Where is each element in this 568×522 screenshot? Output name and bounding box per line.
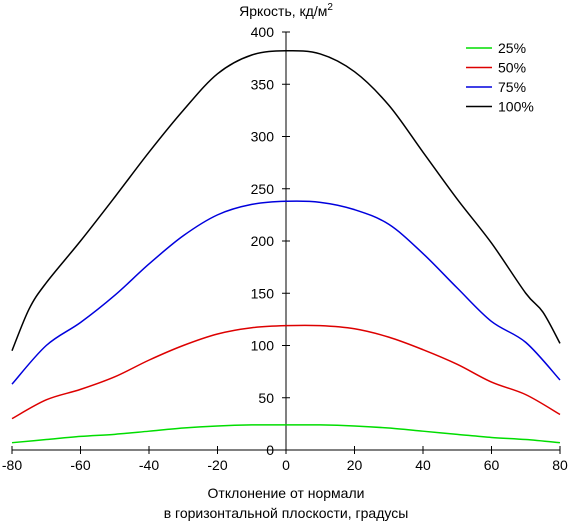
y-axis-title-text: Яркость, кд/м: [239, 3, 327, 19]
x-tick-label: -80: [2, 457, 22, 473]
y-tick-label: 200: [251, 233, 275, 249]
y-tick-label: 100: [251, 338, 275, 354]
x-tick-label: 60: [484, 457, 500, 473]
legend-label: 75%: [498, 79, 526, 95]
series-line-25pct: [11, 424, 561, 444]
x-tick-label: 80: [552, 457, 568, 473]
legend-label: 50%: [498, 60, 526, 76]
x-tick-label: 0: [282, 457, 290, 473]
x-tick-label: -40: [139, 457, 159, 473]
y-tick-label: 350: [251, 76, 275, 92]
legend-label: 25%: [498, 40, 526, 56]
series-line-100pct: [11, 49, 561, 352]
x-tick-label: 20: [347, 457, 363, 473]
x-tick-label: -60: [70, 457, 90, 473]
series-line-75pct: [11, 200, 561, 385]
series-layer: [11, 49, 561, 444]
x-axis-title-line1: Отклонение от нормали: [208, 485, 365, 501]
x-tick-label: 40: [415, 457, 431, 473]
legend: 25% 50% 75% 100%: [466, 40, 534, 115]
y-tick-label: 400: [251, 24, 275, 40]
legend-label: 100%: [498, 99, 534, 115]
y-tick-label: 50: [258, 390, 274, 406]
y-tick-label: 0: [266, 442, 274, 458]
y-tick-label: 250: [251, 181, 275, 197]
y-tick-label: 300: [251, 129, 275, 145]
axes: -80 -60 -40 -20 0 20 40 60 80 0 50 100 150 200 250 300 3…: [2, 24, 568, 473]
series-line-50pct: [11, 324, 561, 420]
x-axis-title-line2: в горизонтальной плоскости, градусы: [164, 505, 409, 521]
y-axis-title: Яркость, кд/м2: [239, 2, 333, 19]
y-tick-label: 150: [251, 285, 275, 301]
x-tick-label: -20: [207, 457, 227, 473]
y-axis-title-superscript: 2: [327, 2, 333, 13]
